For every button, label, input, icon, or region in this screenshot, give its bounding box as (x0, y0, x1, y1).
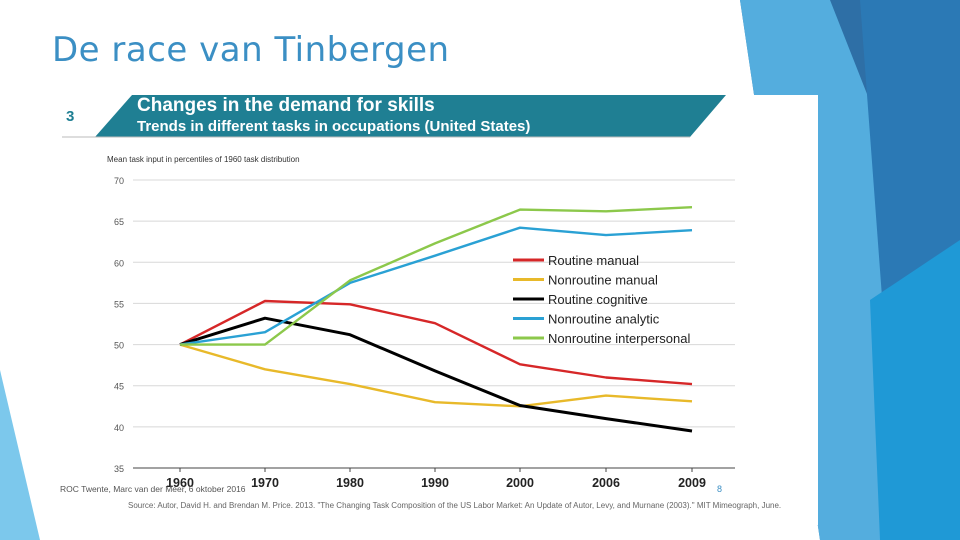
legend-label: Routine cognitive (548, 292, 648, 307)
y-tick-label: 45 (114, 382, 124, 392)
figure-subtitle: Trends in different tasks in occupations… (137, 118, 531, 135)
figure-title: Changes in the demand for skills (137, 95, 435, 116)
y-axis-label: Mean task input in percentiles of 1960 t… (107, 155, 300, 164)
slide-title: De race van Tinbergen (52, 30, 450, 70)
y-tick-label: 65 (114, 217, 124, 227)
series-line-nonroutine-analytic (179, 226, 693, 346)
x-tick-label: 1980 (336, 476, 364, 490)
legend-label: Nonroutine interpersonal (548, 331, 690, 346)
y-tick-label: 40 (114, 423, 124, 433)
figure-number: 3 (66, 108, 75, 125)
series-line-nonroutine-interpersonal (180, 206, 693, 346)
x-tick-label: 2006 (592, 476, 620, 490)
series-line-routine-manual (179, 299, 693, 386)
x-tick-label: 2009 (678, 476, 706, 490)
legend-label: Nonroutine manual (548, 273, 658, 288)
slide-footer: ROC Twente, Marc van der Meer, 6 oktober… (60, 484, 246, 494)
y-tick-label: 55 (114, 299, 124, 309)
y-tick-label: 60 (114, 258, 124, 268)
series-line-routine-cognitive (179, 316, 693, 433)
y-tick-label: 70 (114, 176, 124, 186)
x-tick-label: 1960 (166, 476, 194, 490)
y-tick-label: 35 (114, 464, 124, 474)
figure-card (60, 95, 818, 525)
y-tick-label: 50 (114, 341, 124, 351)
x-tick-label: 1990 (421, 476, 449, 490)
x-tick-label: 1970 (251, 476, 279, 490)
figure-banner (95, 95, 726, 137)
page-number: 8 (717, 484, 723, 494)
legend-label: Routine manual (548, 253, 639, 268)
x-tick-label: 2000 (506, 476, 534, 490)
series-line-nonroutine-manual (179, 343, 693, 408)
figure-source: Source: Autor, David H. and Brendan M. P… (128, 501, 782, 510)
legend-label: Nonroutine analytic (548, 312, 660, 327)
